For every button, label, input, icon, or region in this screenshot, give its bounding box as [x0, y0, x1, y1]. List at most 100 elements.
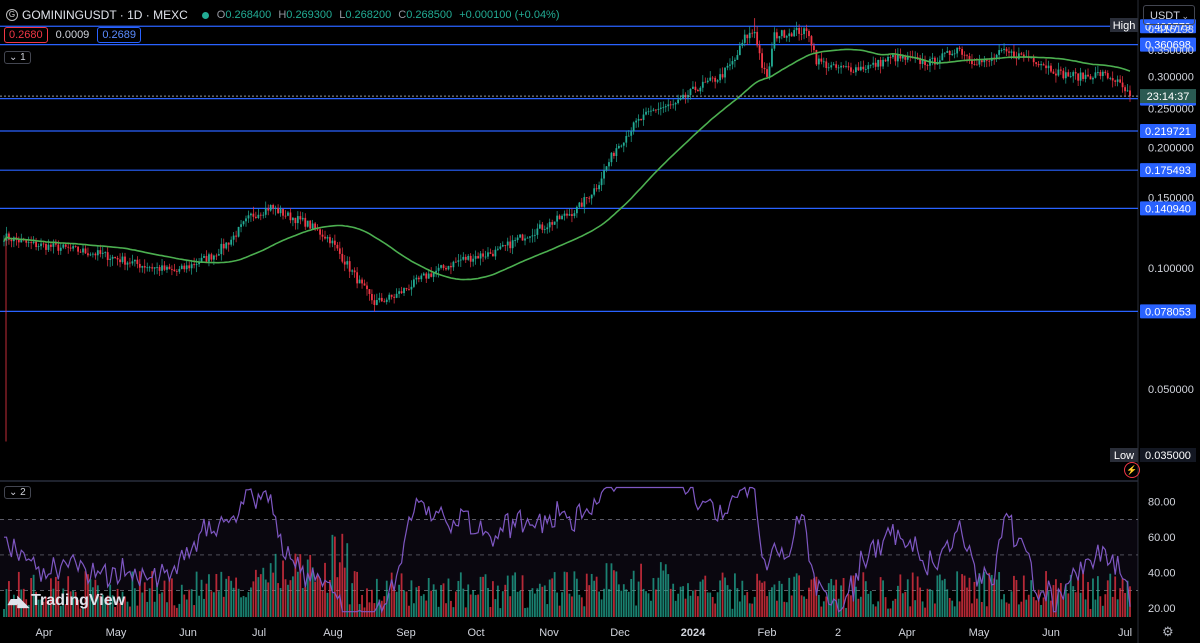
- volume-bar: [1101, 605, 1104, 617]
- volume-bar: [785, 602, 788, 617]
- candle-body: [487, 252, 489, 257]
- volume-bar: [864, 581, 867, 617]
- candle-body: [514, 240, 517, 241]
- volume-bar: [1032, 596, 1035, 617]
- horizontal-levels[interactable]: [0, 25, 1138, 312]
- candle-body: [477, 256, 480, 259]
- volume-bar: [398, 584, 400, 617]
- candle-body: [642, 114, 645, 120]
- volume-bar: [783, 601, 786, 617]
- volume-bar: [714, 603, 717, 617]
- level-tag-label: 0.360698: [1145, 40, 1191, 52]
- volume-bar: [279, 587, 282, 617]
- volume-bar: [1087, 582, 1089, 617]
- volume-bar: [941, 580, 944, 617]
- volume-bar: [1126, 580, 1129, 617]
- candle-body: [267, 208, 270, 211]
- time-tick-label: Dec: [610, 627, 630, 639]
- pane2-collapse-button[interactable]: ⌄ 2: [4, 486, 31, 499]
- candle-body: [509, 241, 512, 249]
- candle-body: [936, 63, 939, 65]
- candle-body: [524, 238, 526, 241]
- volume-bar: [89, 579, 92, 617]
- candle-body: [45, 243, 47, 250]
- candle-body: [489, 252, 492, 254]
- candle-body: [183, 265, 186, 270]
- candle-body: [37, 246, 40, 248]
- candle-body: [726, 65, 729, 68]
- volume-bar: [235, 577, 238, 617]
- volume-bar: [348, 604, 351, 617]
- volume-bar: [477, 594, 480, 617]
- candle-body: [632, 122, 635, 132]
- candle-body: [654, 109, 657, 111]
- candle-body: [714, 77, 717, 82]
- volume-bar: [813, 578, 815, 617]
- sell-price-button[interactable]: 0.2680: [4, 27, 48, 43]
- volume-bar: [748, 603, 751, 617]
- volume-bar: [104, 598, 107, 617]
- volume-bar: [551, 578, 554, 617]
- volume-bar: [1045, 571, 1047, 617]
- volume-bar: [136, 605, 139, 617]
- volume-bar: [190, 589, 193, 617]
- candle-body: [324, 236, 326, 239]
- candle-body: [180, 265, 183, 269]
- volume-bar: [158, 593, 161, 617]
- candle-body: [346, 261, 349, 265]
- level-tag-label: 0.078053: [1145, 306, 1191, 318]
- price-tick-label: 0.250000: [1148, 104, 1194, 116]
- candle-body: [669, 104, 672, 106]
- candle-body: [659, 107, 662, 109]
- candle-body: [262, 214, 265, 216]
- candle-body: [496, 248, 499, 250]
- buy-price-button[interactable]: 0.2689: [97, 27, 141, 43]
- pane1-collapse-button[interactable]: ⌄ 1: [4, 51, 31, 64]
- volume-bar: [674, 600, 677, 617]
- candle-body: [72, 246, 75, 249]
- candle-body: [373, 300, 376, 305]
- volume-bar: [872, 604, 875, 617]
- volume-bar: [556, 592, 559, 617]
- alert-bolt-icon[interactable]: ⚡: [1124, 462, 1140, 478]
- volume-bar: [489, 607, 492, 617]
- rsi-pane[interactable]: 80.00 60.00 40.00 20.00: [0, 486, 1176, 618]
- candle-body: [1101, 71, 1104, 77]
- volume-bar: [1079, 592, 1082, 617]
- volume-bar: [654, 589, 657, 617]
- volume-bar: [1040, 604, 1043, 617]
- volume-bar: [761, 582, 763, 617]
- price-axis[interactable]: 0.4007790.3606980.2646400.2197210.175493…: [1110, 18, 1196, 462]
- volume-bar: [121, 591, 124, 617]
- volume-bar: [734, 573, 736, 617]
- volume-bar: [467, 584, 470, 617]
- time-axis[interactable]: Apr May Jun Jul Aug Sep Oct Nov Dec 2024 Feb 2 Apr Ma…: [35, 627, 1132, 639]
- candle-body: [166, 266, 168, 270]
- candle-body: [1109, 78, 1112, 79]
- countdown-label: 23:14:37: [1147, 91, 1190, 103]
- candle-body: [1059, 69, 1062, 71]
- volume-bar: [422, 594, 425, 617]
- candle-body: [738, 45, 741, 56]
- candle-body: [780, 30, 783, 37]
- candle-body: [872, 62, 875, 65]
- change-value: +0.000100 (+0.04%): [459, 9, 560, 21]
- volume-bar: [583, 606, 586, 617]
- candle-body: [464, 256, 467, 260]
- currency-selector[interactable]: USDT ⌄: [1143, 5, 1195, 25]
- candle-body: [724, 67, 726, 78]
- volume-bar: [709, 592, 712, 617]
- candle-body: [847, 66, 850, 68]
- volume-bar: [998, 572, 1001, 617]
- candle-body: [27, 242, 30, 244]
- candle-body: [1035, 62, 1038, 64]
- candle-body: [252, 213, 255, 217]
- candle-body: [114, 256, 117, 259]
- tradingview-logo[interactable]: ▰◣ TradingView: [8, 592, 125, 610]
- volume-bar: [195, 571, 198, 617]
- candle-body: [667, 104, 670, 107]
- candle-body: [277, 207, 279, 214]
- gear-icon[interactable]: ⚙: [1162, 624, 1174, 639]
- symbol-title[interactable]: GOMININGUSDT · 1D · MEXC: [22, 8, 188, 22]
